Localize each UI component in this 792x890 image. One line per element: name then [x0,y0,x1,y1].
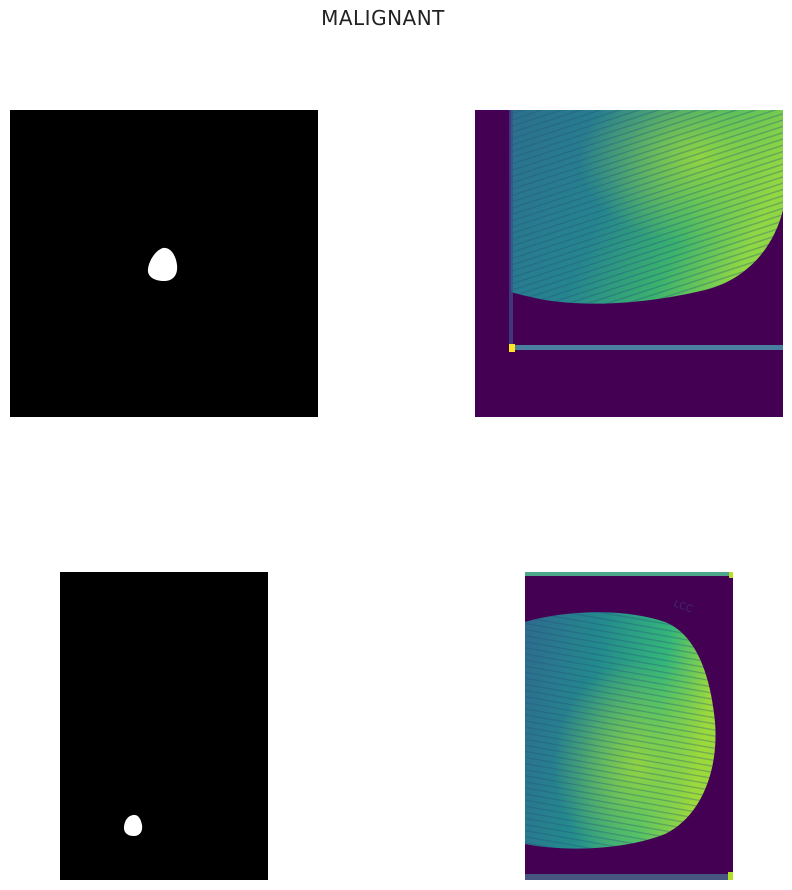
mammogram-svg-1 [475,110,783,417]
mask-svg-1 [10,110,318,417]
mask-image-bottom-left [60,572,268,880]
lesion-region [124,814,143,836]
plate-edge [511,345,783,350]
lesion-region [147,247,178,281]
mammogram-image-bottom-right: LCC [525,572,733,880]
figure-title: MALIGNANT [321,6,445,30]
mammogram-svg-2: LCC [525,572,733,880]
mammogram-image-top-right [475,110,783,417]
mask-background [60,572,268,880]
mask-image-top-left [10,110,318,417]
mask-svg-2 [60,572,268,880]
